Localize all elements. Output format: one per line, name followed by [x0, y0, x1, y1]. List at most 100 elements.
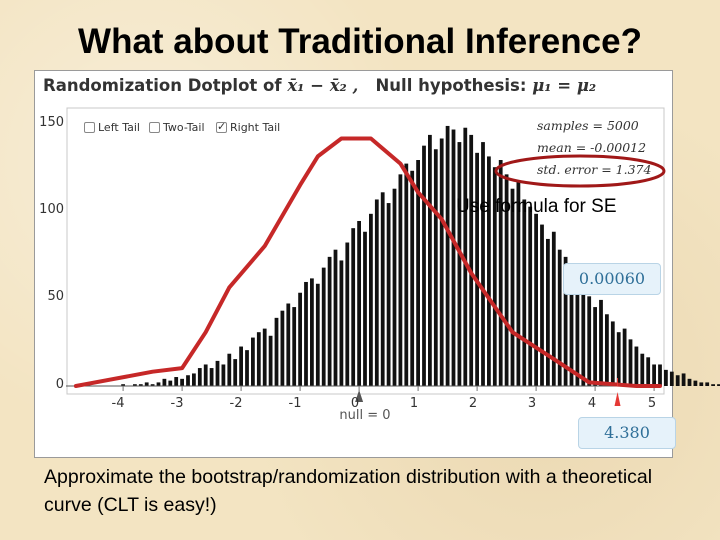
- histogram-bar: [428, 134, 432, 386]
- histogram-bar: [392, 188, 397, 386]
- histogram-bar: [321, 267, 326, 386]
- histogram-bar: [681, 373, 686, 386]
- left-tail-label: Left Tail: [98, 121, 140, 134]
- histogram-bar: [256, 332, 261, 386]
- histogram-bar: [174, 377, 179, 386]
- header-null-hypothesis: μ₁ = μ₂: [532, 76, 597, 95]
- histogram-bar: [687, 378, 692, 386]
- histogram-bar: [599, 299, 603, 386]
- samples-stat: samples = 5000: [537, 118, 639, 133]
- histogram-bar: [215, 360, 220, 386]
- histogram-bar: [534, 213, 538, 386]
- histogram-bar: [292, 307, 297, 386]
- y-tick-label: 50: [47, 289, 64, 304]
- se-formula-annotation: Use formula for SE: [456, 196, 617, 217]
- histogram-bar: [669, 371, 674, 386]
- right-tail-option[interactable]: Right Tail: [216, 120, 281, 134]
- theoretical-curve: [73, 136, 662, 388]
- histogram-bar: [622, 328, 627, 386]
- x-tick-label: -4: [111, 396, 125, 411]
- two-tail-checkbox[interactable]: [149, 122, 160, 133]
- x-tick-label: 2: [468, 396, 478, 411]
- x-tick-label: -2: [229, 396, 243, 411]
- histogram-bar: [162, 378, 167, 386]
- histogram-bar: [374, 199, 379, 386]
- histogram-bar: [610, 321, 615, 386]
- histogram-bar: [469, 134, 474, 386]
- dotplot-header: Randomization Dotplot of x̄₁ − x̄₂ , Nul…: [43, 76, 596, 95]
- right-tail-checkbox[interactable]: [216, 120, 227, 133]
- null-marker: [355, 390, 364, 402]
- histogram-bar: [221, 364, 226, 386]
- histogram-bar: [575, 274, 580, 386]
- histogram-bar: [705, 382, 710, 386]
- histogram-bar: [693, 380, 698, 386]
- slide-caption: Approximate the bootstrap/randomization …: [44, 466, 653, 516]
- histogram-bar: [239, 346, 243, 386]
- x-tick-label: 5: [647, 396, 657, 411]
- histogram-bar: [274, 317, 279, 386]
- histogram-bar: [616, 332, 621, 386]
- histogram-bar: [404, 163, 409, 386]
- tail-proportion-box: 0.00060: [563, 263, 661, 295]
- histogram-bar: [286, 303, 291, 386]
- histogram-bar: [339, 260, 344, 386]
- histogram-bar: [245, 350, 249, 386]
- histogram-bar: [333, 249, 338, 386]
- histogram-bar: [587, 296, 592, 386]
- histogram-bar: [628, 339, 633, 386]
- histogram-bar: [345, 242, 350, 386]
- histogram-bar: [363, 231, 367, 386]
- header-null-label: Null hypothesis:: [375, 76, 527, 95]
- histogram-bar: [156, 382, 161, 386]
- histogram-bar: [416, 160, 420, 386]
- histogram-bar: [398, 174, 403, 386]
- x-tick-label: -3: [170, 396, 184, 411]
- histogram-bar: [304, 281, 308, 386]
- histogram-bar: [487, 156, 491, 386]
- histogram-bar: [251, 337, 255, 386]
- histogram-bar: [640, 353, 645, 386]
- histogram-bar: [268, 335, 273, 386]
- histogram-bar: [351, 228, 356, 386]
- histogram-bar: [593, 307, 597, 386]
- histogram-bar: [522, 199, 527, 386]
- histogram-bar: [646, 357, 651, 386]
- observed-value-box[interactable]: 4.380: [578, 417, 676, 449]
- histogram-bar: [138, 384, 143, 386]
- histogram-bar: [310, 278, 314, 386]
- left-tail-checkbox[interactable]: [84, 122, 95, 133]
- histogram-bar: [634, 346, 639, 386]
- histogram-bar: [121, 384, 125, 386]
- histogram-bar: [569, 271, 574, 386]
- histogram-bar: [605, 314, 609, 386]
- histogram-bar: [327, 256, 332, 386]
- histogram-bar: [528, 206, 533, 386]
- histogram-bar: [475, 152, 479, 386]
- histogram-bar: [563, 256, 568, 386]
- histogram-bar: [433, 149, 438, 386]
- histogram-bar: [380, 192, 385, 386]
- histogram-bar: [481, 142, 485, 386]
- slide-title: What about Traditional Inference?: [78, 22, 642, 61]
- histogram-bar: [422, 145, 426, 386]
- observed-marker: [614, 392, 621, 406]
- x-tick-label: -1: [288, 396, 302, 411]
- left-tail-option[interactable]: Left Tail: [84, 121, 140, 134]
- histogram-bar: [357, 220, 361, 386]
- histogram-bar: [186, 375, 190, 386]
- histogram-bar: [410, 170, 415, 386]
- histogram-bar: [280, 310, 285, 386]
- histogram-bar: [504, 174, 509, 386]
- right-tail-label: Right Tail: [230, 121, 281, 134]
- histogram-bar: [168, 380, 173, 386]
- header-prefix: Randomization Dotplot of: [43, 76, 288, 95]
- histogram-bar: [557, 249, 562, 386]
- two-tail-option[interactable]: Two-Tail: [149, 121, 205, 134]
- x-tick-label: 1: [409, 396, 419, 411]
- histogram-bar: [658, 364, 662, 386]
- std-error-stat: std. error = 1.374: [537, 162, 652, 177]
- histogram-bar: [298, 292, 302, 386]
- y-tick-label: 100: [39, 202, 64, 217]
